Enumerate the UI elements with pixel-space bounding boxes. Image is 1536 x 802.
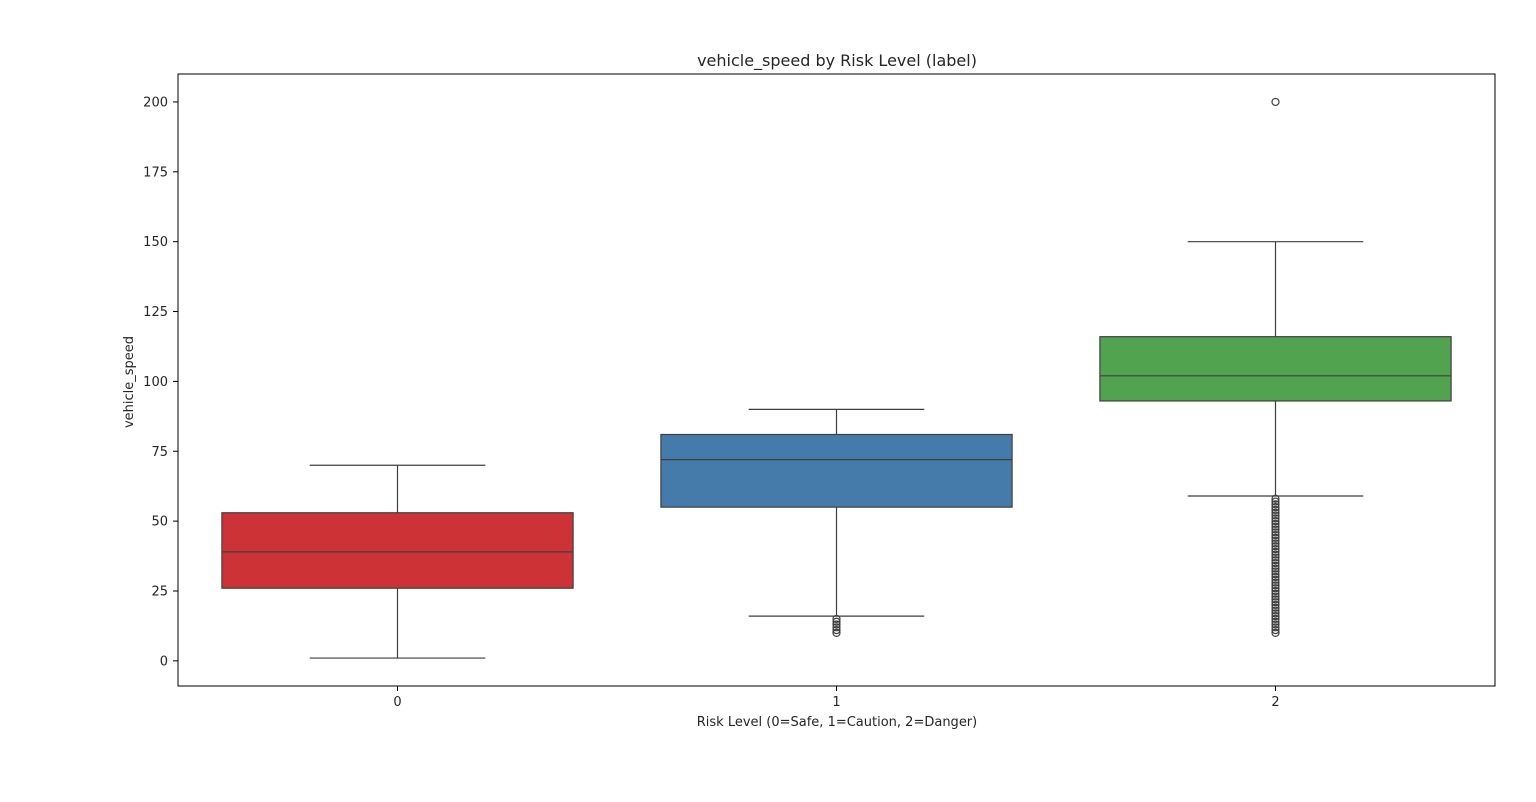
outlier-point (1271, 528, 1280, 537)
outlier-point (832, 617, 841, 626)
outlier-point (1271, 578, 1280, 587)
outlier-point (1271, 556, 1280, 565)
outlier-point (1271, 592, 1280, 601)
outlier-point (1271, 525, 1280, 534)
y-tick-label: 150 (143, 235, 168, 250)
outlier-point (1271, 561, 1280, 570)
outlier-point (1271, 589, 1280, 598)
y-tick-label: 0 (160, 654, 168, 669)
iqr-box (1099, 336, 1452, 402)
outlier-point (1271, 603, 1280, 612)
outlier-point (1271, 581, 1280, 590)
y-tick-label: 50 (151, 515, 168, 530)
outlier-point (1271, 564, 1280, 573)
y-tick-label: 25 (151, 584, 168, 599)
outlier-point (1271, 494, 1280, 503)
iqr-box (221, 512, 574, 589)
outlier-point (1271, 497, 1280, 506)
outlier-point (1271, 547, 1280, 556)
outlier-point (1271, 503, 1280, 512)
outlier-point (1271, 609, 1280, 618)
outlier-point (1271, 514, 1280, 523)
outlier-point (1271, 533, 1280, 542)
outlier-point (1271, 542, 1280, 551)
outlier-point (1271, 519, 1280, 529)
outlier-point (832, 628, 841, 638)
outlier-point (1271, 572, 1280, 582)
outlier-point (832, 626, 841, 635)
outlier-point (1271, 612, 1280, 621)
y-axis: 0 25 50 75 100 125 150 175 200 (143, 95, 178, 669)
outlier-point (832, 620, 841, 629)
outlier-point (1271, 584, 1280, 593)
outlier-point (1271, 558, 1280, 568)
box-group-0 (221, 464, 574, 659)
box-group-2 (1099, 97, 1452, 638)
outlier-point (1271, 511, 1280, 520)
outlier-point (1271, 553, 1280, 562)
outlier-point (1271, 508, 1280, 517)
outlier-point (1271, 614, 1280, 624)
outlier-point (1271, 530, 1280, 540)
outlier-point (1271, 606, 1280, 615)
outlier-point (1271, 617, 1280, 626)
outlier-point (1271, 626, 1280, 635)
outlier-point (1271, 97, 1280, 107)
outlier-point (1271, 595, 1280, 604)
y-tick-label: 200 (143, 95, 168, 110)
x-tick-label: 1 (832, 695, 840, 710)
outlier-point (1271, 628, 1280, 638)
outlier-point (1271, 544, 1280, 554)
y-tick-label: 175 (143, 165, 168, 180)
outlier-point (1271, 570, 1280, 579)
y-axis-title: vehicle_speed (122, 336, 137, 428)
outlier-point (1271, 600, 1280, 610)
x-axis: 0 1 2 (393, 686, 1280, 710)
outlier-point (1271, 623, 1280, 632)
outlier-point (1271, 536, 1280, 545)
x-tick-label: 0 (393, 695, 401, 710)
x-axis-title: Risk Level (0=Safe, 1=Caution, 2=Danger) (697, 715, 977, 730)
outlier-point (1271, 539, 1280, 548)
y-tick-label: 100 (143, 375, 168, 390)
outlier-point (1271, 575, 1280, 584)
iqr-box (660, 433, 1013, 508)
outlier-point (832, 614, 841, 624)
chart-title: vehicle_speed by Risk Level (label) (697, 51, 977, 71)
outlier-point (1271, 522, 1280, 531)
outlier-point (1271, 517, 1280, 526)
outlier-point (1271, 586, 1280, 596)
plot-area (177, 73, 1496, 687)
outlier-point (1271, 567, 1280, 576)
y-tick-label: 125 (143, 305, 168, 320)
outlier-point (1271, 505, 1280, 515)
outlier-point (1271, 500, 1280, 509)
outlier-point (1271, 620, 1280, 629)
outlier-point (1271, 598, 1280, 607)
box-group-1 (660, 408, 1013, 638)
x-tick-label: 2 (1271, 695, 1279, 710)
outlier-point (1271, 550, 1280, 559)
outlier-point (832, 623, 841, 632)
y-tick-label: 75 (151, 445, 168, 460)
